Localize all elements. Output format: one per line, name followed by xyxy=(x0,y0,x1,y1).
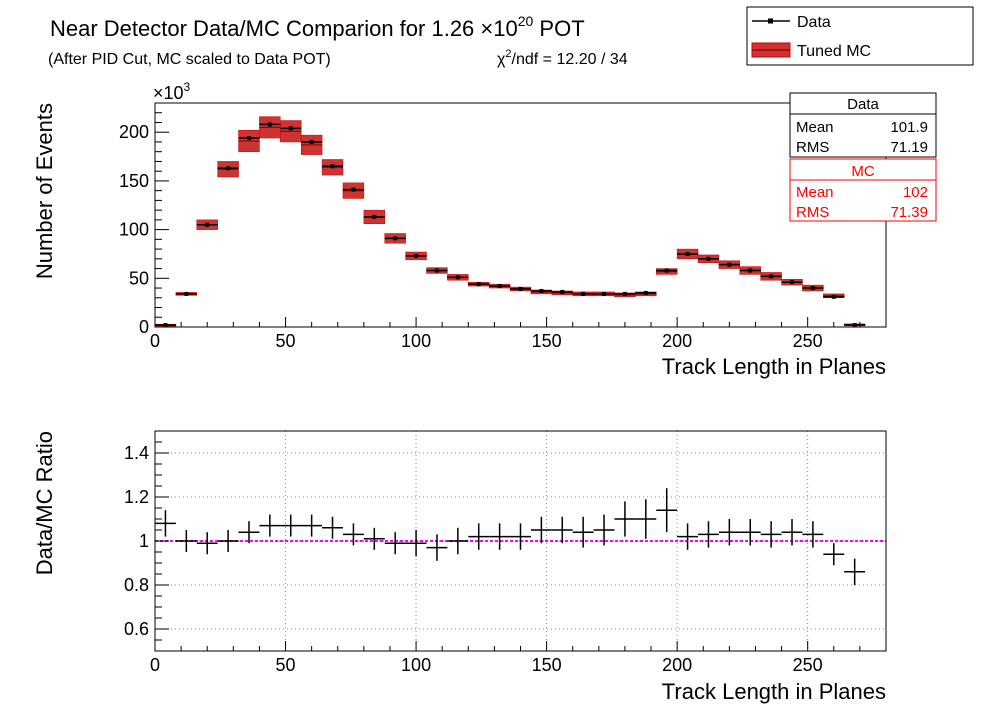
y-tick-label: 50 xyxy=(129,268,149,288)
x-tick-label: 200 xyxy=(662,655,692,675)
y-tick-label: 0.6 xyxy=(124,619,149,639)
stats-mc-frame xyxy=(789,158,937,222)
data-point xyxy=(790,280,795,285)
data-point xyxy=(622,291,627,296)
data-point xyxy=(309,139,314,144)
chi2-label: χ2/ndf = 12.20 / 34 xyxy=(497,48,628,68)
data-point xyxy=(351,187,356,192)
top-y-multiplier-base: ×10 xyxy=(153,83,184,103)
data-point xyxy=(476,282,481,287)
x-tick-label: 150 xyxy=(532,655,562,675)
x-tick-label: 250 xyxy=(793,331,823,351)
data-point xyxy=(246,136,251,141)
data-point xyxy=(267,122,272,127)
top-panel: 0 50 100 150 200 250 0 50 100 150 200 Number of Ev… xyxy=(32,80,887,379)
bottom-ticks: 0 50 100 150 200 250 0.6 0.8 1 1.2 1.4 xyxy=(124,441,861,675)
data-point xyxy=(518,287,523,292)
y-tick-label: 0 xyxy=(139,317,149,337)
data-point xyxy=(581,291,586,296)
chart-subtitle: (After PID Cut, MC scaled to Data POT) xyxy=(48,51,331,68)
data-point xyxy=(455,275,460,280)
data-point xyxy=(810,286,815,291)
x-tick-label: 0 xyxy=(150,655,160,675)
data-point xyxy=(664,268,669,273)
data-point xyxy=(727,262,732,267)
bottom-panel: 0 50 100 150 200 250 0.6 0.8 1 1.2 1.4 Data/MC Rat… xyxy=(32,430,887,704)
x-tick-label: 150 xyxy=(532,331,562,351)
stats-mc-title: MC xyxy=(851,163,874,180)
chi2-symbol: χ xyxy=(497,51,506,68)
data-point xyxy=(497,284,502,289)
legend: Data Tuned MC xyxy=(746,6,974,66)
stats-mc-rms-value: 71.39 xyxy=(890,204,928,221)
stats-mc-mean-value: 102 xyxy=(903,184,928,201)
y-tick-label: 1.2 xyxy=(124,487,149,507)
stats-data-title: Data xyxy=(847,96,879,113)
chi2-value: /ndf = 12.20 / 34 xyxy=(512,51,628,68)
data-point xyxy=(602,291,607,296)
data-point xyxy=(414,253,419,258)
data-point xyxy=(769,274,774,279)
legend-data-marker xyxy=(768,18,773,24)
x-tick-label: 50 xyxy=(276,331,296,351)
stats-mc-rms-label: RMS xyxy=(796,204,829,221)
y-tick-label: 1 xyxy=(139,531,149,551)
stats-data-frame xyxy=(789,92,937,158)
data-point xyxy=(372,214,377,219)
top-y-multiplier-exponent: 3 xyxy=(184,80,191,94)
x-tick-label: 100 xyxy=(401,655,431,675)
stats-mc-mean-label: Mean xyxy=(796,184,834,201)
x-tick-label: 250 xyxy=(793,655,823,675)
data-point xyxy=(748,268,753,273)
data-point xyxy=(434,268,439,273)
x-tick-label: 50 xyxy=(276,655,296,675)
chart-title-main: Near Detector Data/MC Comparion for 1.26… xyxy=(50,16,518,41)
y-tick-label: 0.8 xyxy=(124,575,149,595)
legend-data-label: Data xyxy=(797,14,831,31)
data-point xyxy=(852,323,857,328)
stats-data-mean-value: 101.9 xyxy=(890,119,928,136)
ratio-points xyxy=(155,488,866,585)
y-tick-label: 150 xyxy=(119,171,149,191)
data-point xyxy=(831,294,836,299)
y-tick-label: 200 xyxy=(119,122,149,142)
legend-mc-label: Tuned MC xyxy=(797,43,871,60)
mc-band xyxy=(154,116,866,327)
data-point xyxy=(643,290,648,295)
data-point xyxy=(539,288,544,293)
stats-data-rms-value: 71.19 xyxy=(890,139,928,156)
bottom-y-axis-label: Data/MC Ratio xyxy=(32,431,57,575)
chart-title-suffix: POT xyxy=(533,16,584,41)
y-tick-label: 100 xyxy=(119,220,149,240)
data-point xyxy=(184,291,189,296)
stats-data-mean-label: Mean xyxy=(796,119,834,136)
stats-data-rms-label: RMS xyxy=(796,139,829,156)
data-point xyxy=(560,289,565,294)
x-tick-label: 0 xyxy=(150,331,160,351)
data-point xyxy=(226,166,231,171)
data-point xyxy=(393,236,398,241)
data-point xyxy=(685,251,690,256)
top-x-axis-label: Track Length in Planes xyxy=(662,354,886,379)
chart-title: Near Detector Data/MC Comparion for 1.26… xyxy=(50,13,585,41)
x-tick-label: 100 xyxy=(401,331,431,351)
top-y-axis-label: Number of Events xyxy=(32,103,57,279)
chart-title-exponent: 20 xyxy=(518,13,534,29)
stats-mc-box: MC Mean 102 RMS 71.39 xyxy=(789,158,937,222)
top-ticks: 0 50 100 150 200 250 0 50 100 150 200 xyxy=(119,112,861,351)
bottom-x-axis-label: Track Length in Planes xyxy=(662,679,886,704)
y-tick-label: 1.4 xyxy=(124,443,149,463)
chi2-exponent: 2 xyxy=(505,48,511,60)
data-point xyxy=(330,164,335,169)
stats-data-box: Data Mean 101.9 RMS 71.19 xyxy=(789,92,937,158)
data-point xyxy=(163,323,168,328)
x-tick-label: 200 xyxy=(662,331,692,351)
data-points xyxy=(155,122,866,328)
data-point xyxy=(706,256,711,261)
data-point xyxy=(205,222,210,227)
top-y-multiplier: ×103 xyxy=(153,80,191,103)
data-point xyxy=(288,126,293,131)
